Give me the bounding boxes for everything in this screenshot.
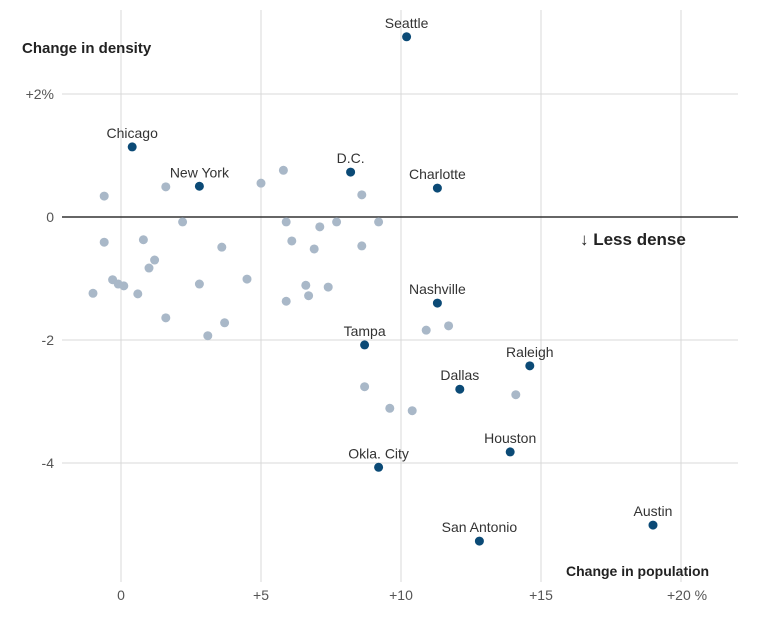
city-label: Tampa [344, 323, 386, 339]
y-tick-label: -4 [42, 455, 55, 471]
city-point [138, 235, 148, 245]
point-labels: Seattle Chicago New York D.C. Charlotte Nashv… [107, 15, 673, 535]
city-point [119, 281, 129, 291]
x-tick-label: +5 [253, 587, 269, 603]
city-point [332, 217, 342, 227]
x-tick-label: +15 [529, 587, 553, 603]
y-tick-label: +2% [26, 86, 54, 102]
x-tick-label: +20 % [667, 587, 707, 603]
city-point [357, 190, 367, 200]
city-label: Okla. City [348, 445, 409, 461]
city-point [150, 255, 160, 265]
highlighted-city-point [360, 340, 370, 350]
city-point [304, 291, 314, 301]
city-point [99, 191, 109, 201]
highlighted-city-point [402, 32, 412, 42]
city-point [203, 331, 213, 341]
city-label: Charlotte [409, 166, 466, 182]
city-point [511, 390, 521, 400]
tick-labels: 0 +5 +10 +15 +20 % +2% 0 -2 -4 [26, 86, 708, 603]
city-point [301, 280, 311, 290]
highlighted-city-point [432, 183, 442, 193]
y-axis-title: Change in density [22, 40, 152, 57]
highlighted-city-point [374, 462, 384, 472]
city-label: New York [170, 164, 230, 180]
city-point [281, 217, 291, 227]
city-point [161, 182, 171, 192]
city-label: Houston [484, 430, 536, 446]
highlighted-city-point [525, 361, 535, 371]
highlighted-city-point [194, 181, 204, 191]
city-point [444, 321, 454, 331]
city-point [99, 237, 109, 247]
x-tick-label: 0 [117, 587, 125, 603]
city-point [407, 406, 417, 416]
city-point [357, 241, 367, 251]
city-point [88, 288, 98, 298]
city-point [360, 382, 370, 392]
highlighted-city-point [432, 298, 442, 308]
city-label: Austin [634, 503, 673, 519]
highlighted-city-point [505, 447, 515, 457]
city-point [144, 263, 154, 273]
city-point [133, 289, 143, 299]
x-axis-title: Change in population [566, 563, 709, 579]
y-tick-label: -2 [42, 332, 55, 348]
city-point [242, 274, 252, 284]
highlighted-city-point [346, 167, 356, 177]
x-tick-label: +10 [389, 587, 413, 603]
highlighted-city-point [127, 142, 137, 152]
city-point [374, 217, 384, 227]
city-point [287, 236, 297, 246]
grid [62, 10, 738, 582]
city-label: Seattle [385, 15, 429, 31]
highlighted-city-point [474, 536, 484, 546]
points [88, 32, 658, 546]
city-point [309, 244, 319, 254]
city-point [281, 296, 291, 306]
y-tick-label: 0 [46, 209, 54, 225]
city-label: Raleigh [506, 344, 553, 360]
city-point [323, 282, 333, 292]
less-dense-annotation: ↓ Less dense [580, 230, 686, 249]
city-point [421, 325, 431, 335]
city-point [178, 217, 188, 227]
city-label: Chicago [107, 125, 159, 141]
city-point [256, 178, 266, 188]
city-point [385, 403, 395, 413]
city-label: Dallas [440, 367, 479, 383]
city-point [217, 242, 227, 252]
city-point [315, 222, 325, 232]
city-point [278, 165, 288, 175]
city-label: San Antonio [442, 519, 518, 535]
city-label: Nashville [409, 281, 466, 297]
highlighted-city-point [648, 520, 658, 530]
highlighted-city-point [455, 384, 465, 394]
city-point [194, 279, 204, 289]
city-label: D.C. [337, 150, 365, 166]
city-point [220, 318, 230, 328]
city-point [161, 313, 171, 323]
